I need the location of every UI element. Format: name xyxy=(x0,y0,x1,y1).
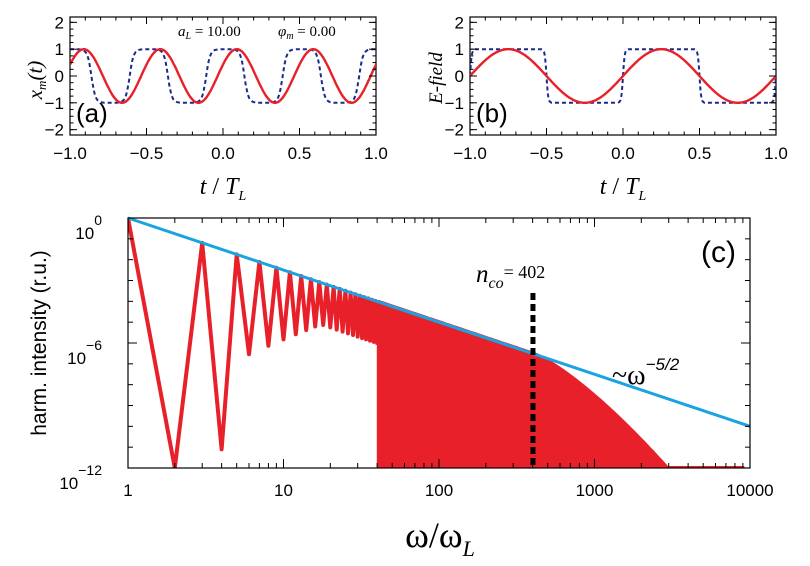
panel-b-label: (b) xyxy=(476,98,508,128)
x-tick-label: 10000 xyxy=(726,481,773,500)
x-tick-label: 1000 xyxy=(576,481,614,500)
x-tick-label: 1.0 xyxy=(764,144,788,163)
y-tick-label: 100 xyxy=(75,212,102,243)
x-tick-label: 1.0 xyxy=(364,144,388,163)
x-tick-label: −1.0 xyxy=(53,144,87,163)
panel-a-xlabel: t / TL xyxy=(200,174,247,204)
panel-c: 1 10 100 1000 10000 100 10−6 10−12 (c) nco= 402… xyxy=(28,212,774,561)
y-tick-label: 2 xyxy=(455,13,464,32)
y-tick-label: 2 xyxy=(55,13,64,32)
x-tick-label: 1 xyxy=(123,481,132,500)
panel-c-ylabel: harm. intensity (r.u.) xyxy=(28,250,51,436)
x-tick-label: −1.0 xyxy=(453,144,487,163)
y-tick-label: −2 xyxy=(445,121,464,140)
panel-a: −1.0 −0.5 0.0 0.5 1.0 2 1 0 −1 −2 aL = 10.00 φm =… xyxy=(23,13,388,204)
panel-a-annotation-phi: φm = 0.00 xyxy=(278,24,336,42)
y-tick-label: 10−6 xyxy=(67,337,102,368)
y-tick-label: 10−12 xyxy=(59,462,102,493)
panel-b-ylabel: E-field xyxy=(426,52,447,105)
x-tick-label: 0.0 xyxy=(211,144,235,163)
x-tick-label: −0.5 xyxy=(130,144,164,163)
panel-a-dashed-series xyxy=(70,48,376,104)
panel-c-cutoff-label: nco= 402 xyxy=(476,261,545,292)
panel-a-ylabel: xm(t) xyxy=(23,61,49,101)
y-tick-label: −1 xyxy=(45,94,64,113)
y-tick-label: −1 xyxy=(445,94,464,113)
y-tick-label: 0 xyxy=(455,67,464,86)
panel-c-powerlaw-label: ~ω−5/2 xyxy=(612,355,680,391)
panel-b-solid-series xyxy=(470,48,776,104)
x-tick-label: 0.5 xyxy=(688,144,712,163)
y-tick-label: 0 xyxy=(55,67,64,86)
panel-c-powerlaw-line xyxy=(127,216,751,428)
x-tick-label: 0.0 xyxy=(611,144,635,163)
panel-a-label: (a) xyxy=(76,98,108,128)
panel-c-low-harmonics xyxy=(128,218,381,468)
y-tick-label: 1 xyxy=(55,40,64,59)
x-tick-label: −0.5 xyxy=(530,144,564,163)
y-tick-label: −2 xyxy=(45,121,64,140)
panel-b: −1.0 −0.5 0.0 0.5 1.0 2 1 0 −1 −2 (b) E-field t /… xyxy=(426,13,788,204)
panel-a-solid-series xyxy=(70,48,376,104)
x-tick-label: 0.5 xyxy=(288,144,312,163)
panel-c-label: (c) xyxy=(701,236,736,269)
x-tick-label: 10 xyxy=(274,481,293,500)
panel-c-xlabel: ω/ωL xyxy=(405,515,475,561)
y-tick-label: 1 xyxy=(455,40,464,59)
panel-a-annotation-aL: aL = 10.00 xyxy=(178,24,241,42)
x-tick-label: 100 xyxy=(425,481,453,500)
panel-b-xlabel: t / TL xyxy=(600,174,647,204)
